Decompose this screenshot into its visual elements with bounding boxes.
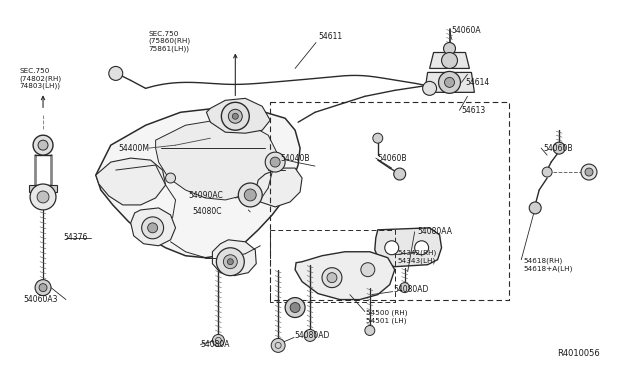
- Circle shape: [322, 268, 342, 288]
- Circle shape: [148, 223, 157, 233]
- Polygon shape: [255, 168, 302, 207]
- Text: 54060A: 54060A: [451, 26, 481, 35]
- Circle shape: [373, 133, 383, 143]
- Circle shape: [270, 157, 280, 167]
- Text: SEC.750
(75860(RH)
75861(LH)): SEC.750 (75860(RH) 75861(LH)): [148, 31, 191, 52]
- Circle shape: [585, 168, 593, 176]
- Circle shape: [444, 42, 456, 54]
- Text: 54618(RH)
54618+A(LH): 54618(RH) 54618+A(LH): [524, 258, 573, 272]
- Text: 54060B: 54060B: [543, 144, 573, 153]
- Circle shape: [542, 167, 552, 177]
- Circle shape: [221, 102, 249, 130]
- Polygon shape: [295, 252, 395, 299]
- Polygon shape: [29, 185, 57, 192]
- Polygon shape: [96, 108, 300, 258]
- Circle shape: [385, 241, 399, 255]
- Circle shape: [223, 255, 237, 269]
- Text: 54040B: 54040B: [280, 154, 310, 163]
- Polygon shape: [131, 208, 175, 246]
- Circle shape: [39, 283, 47, 292]
- Circle shape: [109, 67, 123, 80]
- Circle shape: [35, 280, 51, 296]
- Circle shape: [438, 71, 460, 93]
- Circle shape: [244, 189, 256, 201]
- Polygon shape: [429, 52, 469, 68]
- Circle shape: [216, 248, 244, 276]
- Circle shape: [37, 191, 49, 203]
- Text: 54060B: 54060B: [378, 154, 407, 163]
- Circle shape: [38, 140, 48, 150]
- Text: 54080AA: 54080AA: [418, 227, 452, 236]
- Circle shape: [271, 339, 285, 352]
- Circle shape: [141, 217, 164, 239]
- Text: 54342(RH)
54343(LH): 54342(RH) 54343(LH): [397, 250, 437, 264]
- Polygon shape: [212, 240, 256, 276]
- Text: 54080C: 54080C: [193, 208, 222, 217]
- Circle shape: [227, 259, 234, 265]
- Text: SEC.750
(74802(RH)
74803(LH)): SEC.750 (74802(RH) 74803(LH)): [19, 68, 61, 89]
- Circle shape: [581, 164, 597, 180]
- Polygon shape: [156, 120, 278, 200]
- Circle shape: [228, 109, 243, 123]
- Polygon shape: [207, 98, 270, 133]
- Circle shape: [394, 168, 406, 180]
- Text: 54080AD: 54080AD: [394, 285, 429, 294]
- Text: 54376: 54376: [63, 233, 87, 242]
- Circle shape: [400, 283, 410, 293]
- Circle shape: [265, 152, 285, 172]
- Text: R4010056: R4010056: [557, 349, 600, 358]
- Text: 54614: 54614: [465, 78, 490, 87]
- Circle shape: [30, 184, 56, 210]
- Text: 54060A3: 54060A3: [23, 295, 58, 304]
- Text: 54080A: 54080A: [200, 340, 230, 349]
- Text: 54090AC: 54090AC: [189, 192, 223, 201]
- Text: 54080AD: 54080AD: [294, 331, 330, 340]
- Circle shape: [290, 302, 300, 312]
- Circle shape: [445, 77, 454, 87]
- Circle shape: [422, 81, 436, 95]
- Circle shape: [361, 263, 375, 277]
- Circle shape: [166, 173, 175, 183]
- Circle shape: [212, 334, 225, 346]
- Polygon shape: [96, 158, 166, 205]
- Circle shape: [529, 202, 541, 214]
- Circle shape: [553, 142, 565, 154]
- Circle shape: [285, 298, 305, 318]
- Circle shape: [33, 135, 53, 155]
- Text: 54500 (RH)
54501 (LH): 54500 (RH) 54501 (LH): [366, 310, 407, 324]
- Circle shape: [232, 113, 238, 119]
- Circle shape: [415, 241, 429, 255]
- Circle shape: [327, 273, 337, 283]
- Text: 54613: 54613: [461, 106, 486, 115]
- Circle shape: [238, 183, 262, 207]
- Text: 54400M: 54400M: [119, 144, 150, 153]
- Circle shape: [442, 52, 458, 68]
- Circle shape: [365, 326, 375, 336]
- Polygon shape: [424, 73, 474, 92]
- Polygon shape: [375, 228, 442, 267]
- Text: 54611: 54611: [318, 32, 342, 41]
- Circle shape: [304, 330, 316, 341]
